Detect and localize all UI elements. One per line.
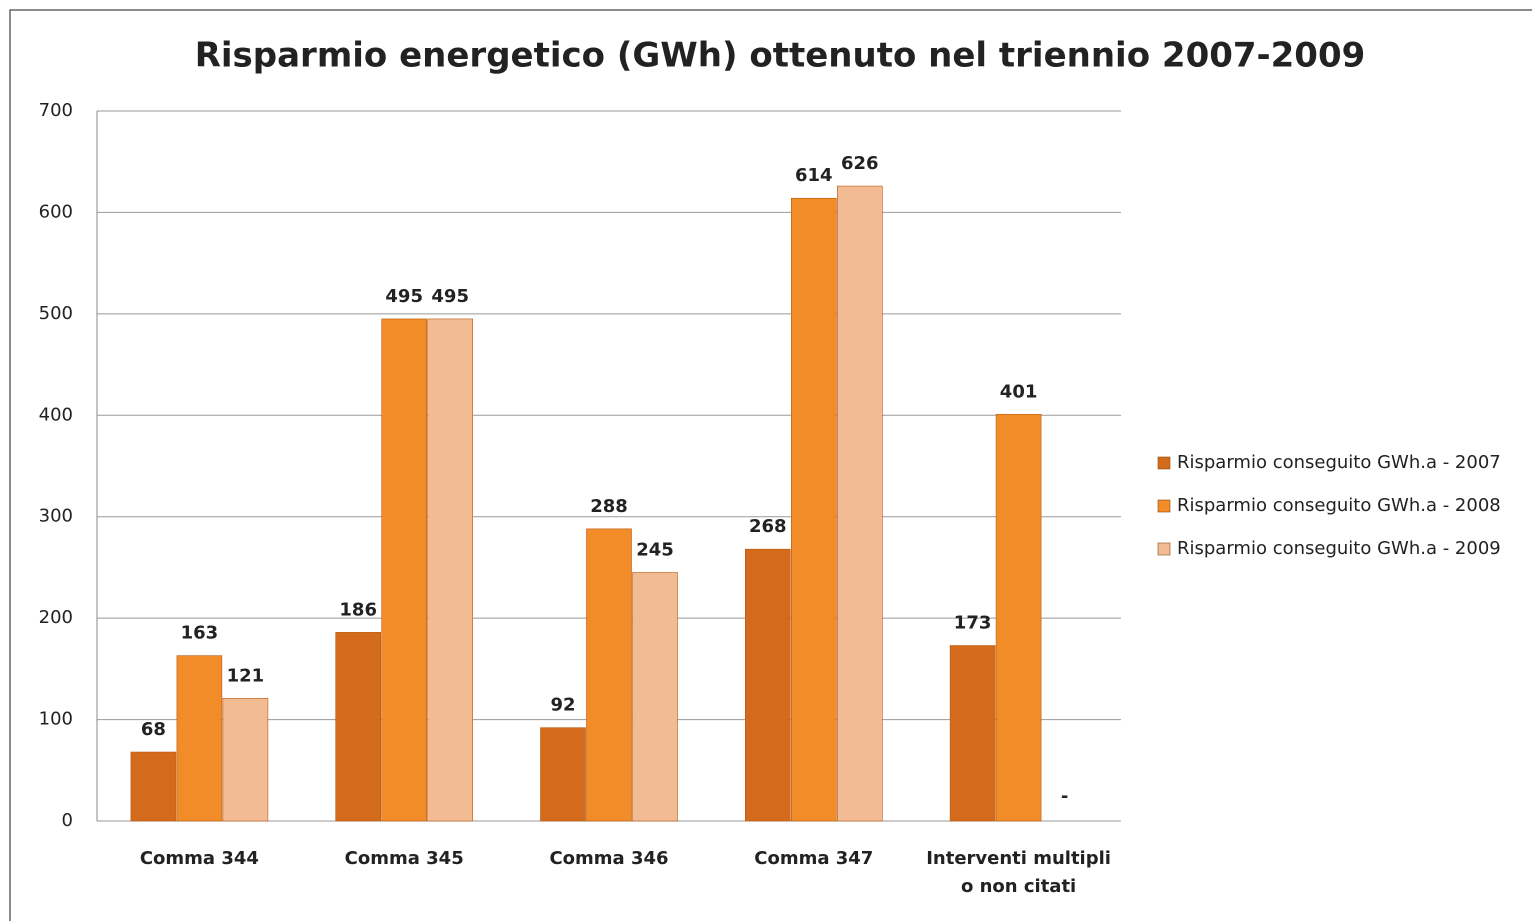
- data-label: 163: [181, 623, 219, 644]
- data-label: 288: [590, 496, 628, 517]
- y-tick-label: 100: [39, 709, 73, 730]
- bar: [176, 655, 223, 822]
- bar: [586, 528, 632, 822]
- y-tick-label: 400: [39, 404, 73, 425]
- y-tick-label: 300: [39, 506, 73, 527]
- data-label: 121: [227, 665, 265, 686]
- chart-title: Risparmio energetico (GWh) ottenuto nel …: [195, 36, 1366, 76]
- y-tick-label: 500: [39, 303, 73, 324]
- legend-swatch: [1157, 456, 1171, 470]
- data-label: 245: [636, 540, 674, 561]
- bar: [540, 727, 586, 822]
- data-label: 173: [954, 613, 992, 634]
- legend-label: Risparmio conseguito GWh.a - 2007: [1177, 452, 1501, 473]
- bar: [744, 548, 791, 822]
- data-label: 495: [431, 286, 469, 307]
- bar: [427, 318, 474, 822]
- legend-label: Risparmio conseguito GWh.a - 2009: [1177, 538, 1501, 559]
- legend-swatch: [1157, 499, 1171, 513]
- y-tick-label: 600: [39, 201, 73, 222]
- data-label: 92: [550, 695, 575, 716]
- data-label: 614: [795, 165, 833, 186]
- x-tick-label: Comma 344: [139, 848, 259, 869]
- data-label: 626: [841, 153, 879, 174]
- x-tick-label: Comma 346: [549, 848, 669, 869]
- bar: [335, 632, 382, 822]
- x-tick-label: Comma 345: [344, 848, 464, 869]
- bar: [222, 697, 269, 822]
- x-tick-label: Interventi multipli o non citati: [926, 848, 1111, 897]
- data-label: 401: [1000, 381, 1038, 402]
- y-tick-label: 0: [62, 810, 73, 831]
- legend-label: Risparmio conseguito GWh.a - 2008: [1177, 495, 1501, 516]
- legend-swatch: [1157, 542, 1171, 556]
- bar: [836, 185, 883, 822]
- chart-frame: [9, 9, 1532, 921]
- data-label: -: [1061, 786, 1068, 807]
- bar: [130, 751, 177, 822]
- y-tick-label: 700: [39, 100, 73, 121]
- bar: [381, 318, 428, 822]
- bar: [995, 413, 1042, 822]
- bar: [949, 645, 996, 822]
- bar: [632, 572, 678, 822]
- y-tick-label: 200: [39, 607, 73, 628]
- data-label: 186: [339, 599, 377, 620]
- data-label: 495: [385, 286, 423, 307]
- x-tick-label: Comma 347: [754, 848, 874, 869]
- data-label: 268: [749, 516, 787, 537]
- data-label: 68: [141, 719, 166, 740]
- bar: [790, 197, 837, 822]
